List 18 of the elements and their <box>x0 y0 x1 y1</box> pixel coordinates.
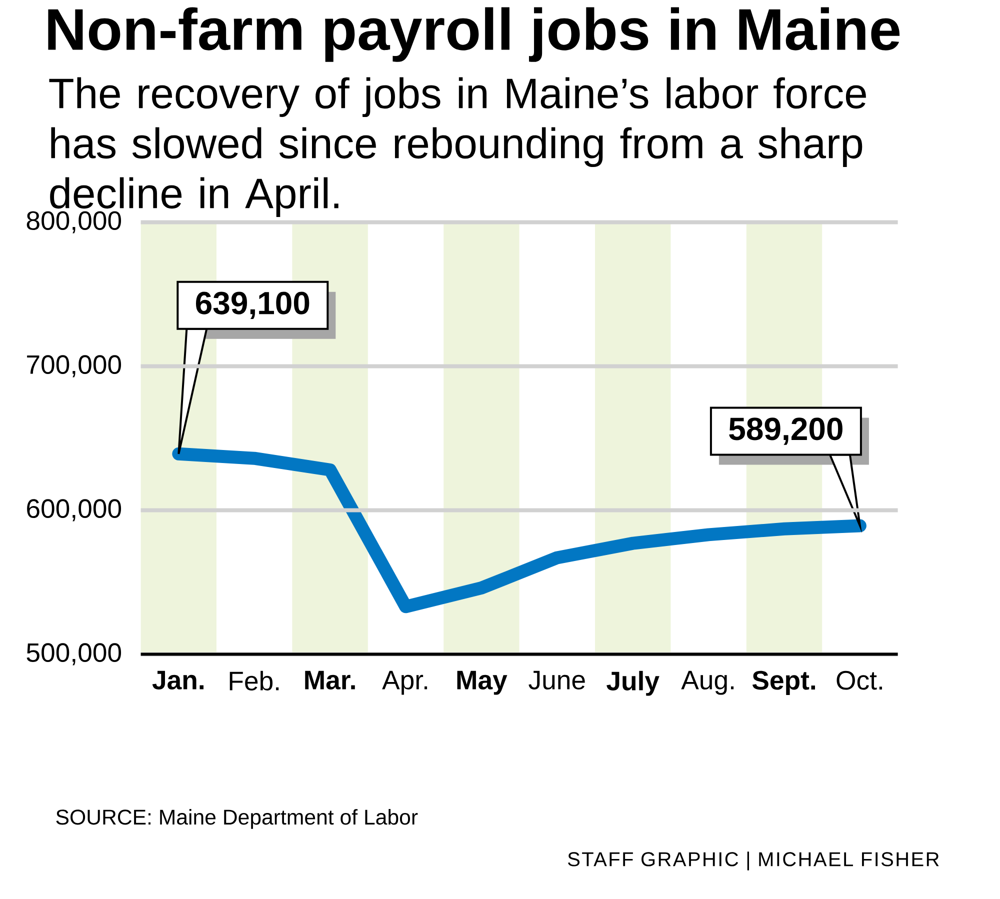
x-tick-label: May <box>457 670 508 695</box>
data-label: 639,100 <box>196 292 310 320</box>
x-tick-label: June <box>528 670 585 690</box>
y-tick-label: 600,000 <box>27 499 122 522</box>
source-note: SOURCE: Maine Department of Labor <box>56 809 418 829</box>
x-tick-label: Apr. <box>382 670 428 695</box>
x-tick-label: Oct. <box>836 670 882 690</box>
x-tick-label: Jan. <box>152 670 204 690</box>
x-tick-label: Aug. <box>681 670 734 695</box>
chart-title: Non-farm payroll jobs in Maine <box>48 7 900 62</box>
text: STAFF GRAPHIC | MICHAEL FISHER <box>568 852 939 870</box>
x-tick-label: Mar. <box>305 670 355 690</box>
x-tick-label: Sept. <box>752 670 816 696</box>
x-tick-label: July <box>606 670 660 696</box>
y-tick-label: 500,000 <box>26 643 122 666</box>
y-tick-label: 700,000 <box>27 355 122 378</box>
x-tick-label: Feb. <box>230 670 279 690</box>
data-label: 589,200 <box>729 418 842 445</box>
